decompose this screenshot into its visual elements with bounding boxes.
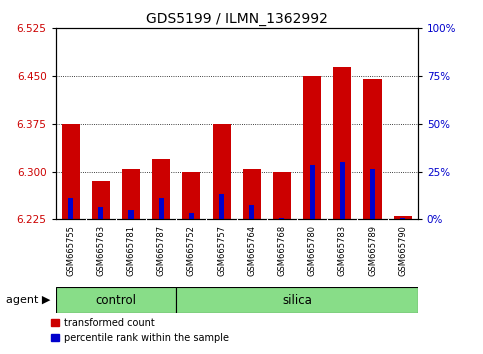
Text: GSM665752: GSM665752 (187, 225, 196, 276)
Text: GSM665781: GSM665781 (127, 225, 136, 276)
Text: GSM665764: GSM665764 (247, 225, 256, 276)
Bar (279, 218, 284, 219)
Bar (92, 181, 110, 219)
Bar (189, 213, 194, 219)
Legend: transformed count, percentile rank within the sample: transformed count, percentile rank withi… (51, 318, 229, 343)
Bar (158, 199, 164, 219)
Bar (370, 169, 375, 219)
Text: control: control (96, 293, 136, 307)
Bar (219, 194, 224, 219)
Bar (56, 287, 176, 313)
Bar (340, 162, 345, 219)
Bar (333, 67, 352, 219)
Bar (183, 172, 200, 219)
Bar (122, 169, 140, 219)
Bar (249, 205, 255, 219)
Text: GSM665755: GSM665755 (66, 225, 75, 276)
Bar (310, 165, 315, 219)
Bar (99, 207, 103, 219)
Text: GSM665787: GSM665787 (156, 225, 166, 276)
Text: GSM665757: GSM665757 (217, 225, 226, 276)
Text: silica: silica (282, 293, 312, 307)
Bar (176, 287, 418, 313)
Text: GSM665783: GSM665783 (338, 225, 347, 276)
Bar (152, 159, 170, 219)
Bar (68, 199, 73, 219)
Text: agent ▶: agent ▶ (6, 295, 51, 305)
Bar (213, 124, 231, 219)
Bar (242, 169, 261, 219)
Bar (128, 210, 134, 219)
Text: GSM665768: GSM665768 (277, 225, 286, 276)
Bar (394, 216, 412, 219)
Bar (62, 124, 80, 219)
Bar (364, 79, 382, 219)
Text: GSM665790: GSM665790 (398, 225, 407, 276)
Bar (273, 172, 291, 219)
Text: GSM665780: GSM665780 (308, 225, 317, 276)
Bar (400, 218, 405, 219)
Text: GSM665763: GSM665763 (96, 225, 105, 276)
Bar (303, 76, 321, 219)
Text: GSM665789: GSM665789 (368, 225, 377, 276)
Text: GDS5199 / ILMN_1362992: GDS5199 / ILMN_1362992 (146, 12, 327, 27)
